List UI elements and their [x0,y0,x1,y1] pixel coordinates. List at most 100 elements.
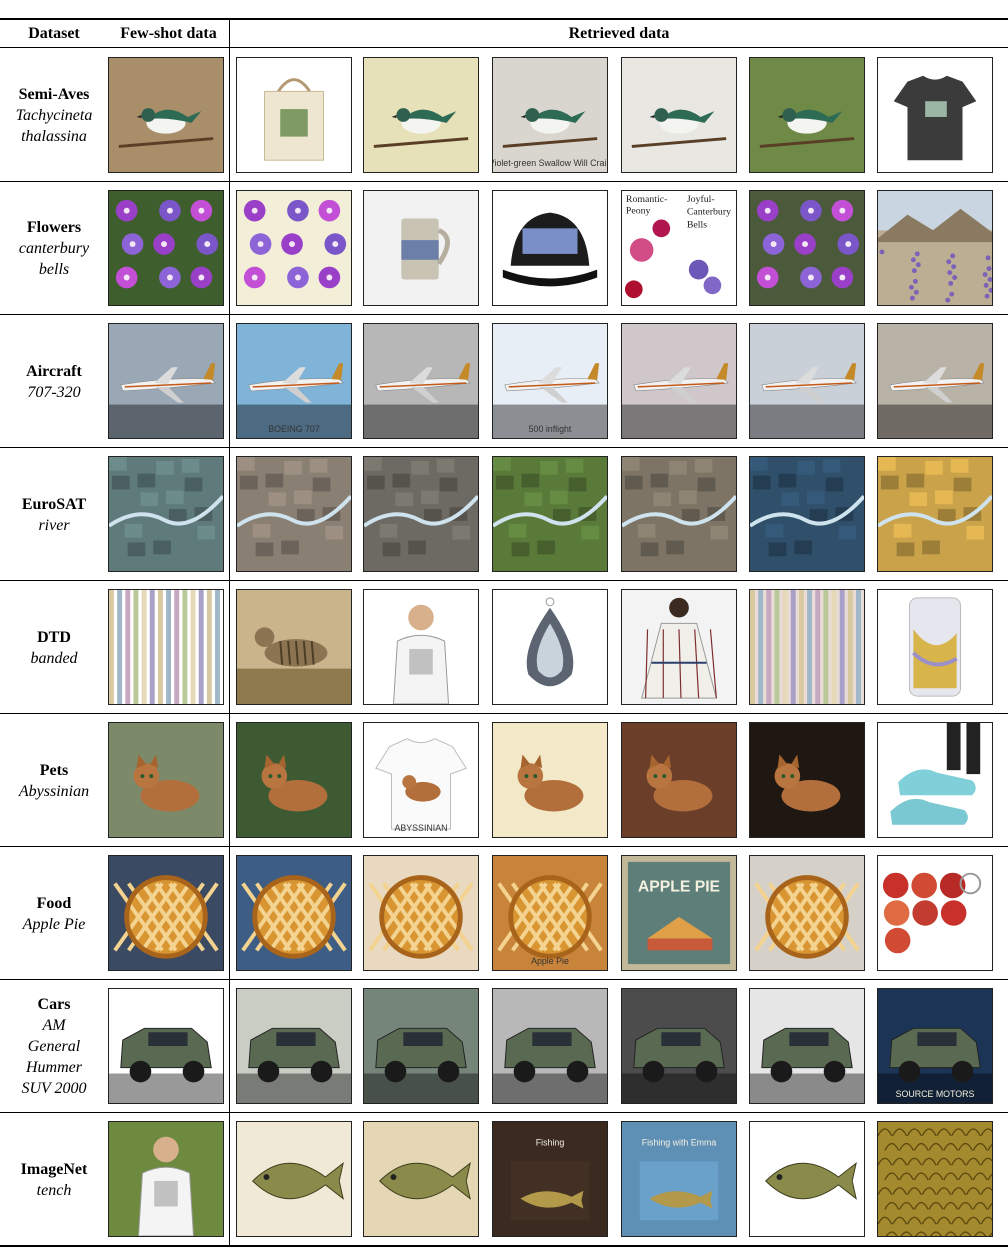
dataset-name: Cars [38,994,71,1015]
retrieved-image [621,323,737,439]
retrieved-image-image [750,590,864,704]
retrieved-image-image [878,856,992,970]
retrieved-image-image [237,723,351,837]
retrieved-image [621,988,737,1104]
retrieved-image-image: Romantic-PeonyJoyful-CanterburyBells [622,191,736,305]
thumbnail-caption: SOURCE MOTORS [896,1089,975,1099]
class-name: tench [37,1180,72,1201]
retrieved-image [749,1121,865,1237]
row-label: Semi-Aves Tachycineta thalassina [0,49,108,182]
table-row: Food Apple Pie Apple Pie APPLE PIE [0,847,1008,980]
retrieved-image-image: APPLE PIE [622,856,736,970]
retrieved-image: BOEING 707 [236,323,352,439]
thumbnail-text: Canterbury [687,207,731,218]
retrieved-image [749,190,865,306]
retrieved-image-image [622,58,736,172]
retrieved-image-image [493,723,607,837]
retrieved-image-image [364,856,478,970]
retrieved-image [749,57,865,173]
fewshot-image-image [109,457,223,571]
fewshot-image [108,1121,224,1237]
thumbnail-caption: Violet-green Swallow Will Crain [493,158,607,168]
row-label: Cars AM General Hummer SUV 2000 [0,980,108,1113]
dataset-name: ImageNet [21,1159,88,1180]
header-fewshot: Few-shot data [108,22,229,46]
class-name: Abyssinian [19,781,89,802]
retrieved-image-image [493,590,607,704]
retrieved-image [236,855,352,971]
retrieved-image [877,323,993,439]
row-label: DTD banded [0,581,108,714]
retrieved-image [492,722,608,838]
thumbnail-text: Romantic- [626,194,667,205]
retrieved-image [749,456,865,572]
table-row: DTD banded [0,581,1008,714]
retrieved-image-image: BOEING 707 [237,324,351,438]
fewshot-image-image [109,590,223,704]
retrieved-image-image [364,58,478,172]
dataset-name: EuroSAT [22,494,86,515]
fewshot-image-image [109,989,223,1103]
retrieved-image-image [364,590,478,704]
retrieved-image [621,456,737,572]
dataset-name: Semi-Aves [19,84,90,105]
retrieved-image-image [622,457,736,571]
retrieved-image-image [622,590,736,704]
fewshot-image [108,855,224,971]
retrieved-image-image: Apple Pie [493,856,607,970]
retrieved-image [749,722,865,838]
row-label: Food Apple Pie [0,847,108,980]
fewshot-image [108,190,224,306]
retrieved-image: Violet-green Swallow Will Crain [492,57,608,173]
retrieved-image [363,1121,479,1237]
retrieved-image-image [237,1122,351,1236]
retrieved-image [363,988,479,1104]
retrieved-image: APPLE PIE [621,855,737,971]
retrieved-image [236,57,352,173]
retrieved-image-image [364,457,478,571]
class-name: bells [39,259,69,280]
thumbnail-text: Bells [687,219,707,230]
header-retrieved: Retrieved data [230,22,1008,46]
retrieved-image-image [364,1122,478,1236]
thumbnail-caption: Fishing [536,1138,565,1148]
retrieved-image [877,190,993,306]
retrieved-image-image [750,324,864,438]
retrieved-image-image [622,723,736,837]
retrieved-image-image [237,590,351,704]
retrieved-image-image [237,856,351,970]
header-rule [0,47,1008,48]
retrieved-image [749,589,865,705]
dataset-name: Flowers [27,217,81,238]
fewshot-image [108,722,224,838]
retrieved-image-image: Violet-green Swallow Will Crain [493,58,607,172]
thumbnail-text: Joyful- [687,194,715,205]
class-name: SUV 2000 [21,1078,86,1099]
retrieved-image-image [878,457,992,571]
retrieved-image [236,190,352,306]
retrieved-image [621,722,737,838]
fewshot-image-image [109,856,223,970]
retrieved-image-image [237,457,351,571]
retrieved-image: Apple Pie [492,855,608,971]
fewshot-image [108,57,224,173]
fewshot-image [108,988,224,1104]
fewshot-image-image [109,191,223,305]
retrieved-image: 500 inflight [492,323,608,439]
table-row: Cars AM General Hummer SUV 2000 SOURCE MOTORS [0,980,1008,1113]
table-row: Flowers canterbury bells Romantic- Peony Joyf… [0,182,1008,315]
thumbnail-caption: Apple Pie [531,956,569,966]
retrieved-image [363,855,479,971]
table-row: EuroSAT river [0,448,1008,581]
retrieved-image-image [237,58,351,172]
table-row: Pets Abyssinian ABYSSINIAN [0,714,1008,847]
dataset-name: Pets [40,760,68,781]
retrieved-image-image: Fishing with Emma [622,1122,736,1236]
retrieved-image [492,988,608,1104]
retrieved-image [492,589,608,705]
retrieved-image-image [750,58,864,172]
retrieved-image-image [750,191,864,305]
table-row: ImageNet tench Fishing Fishing with Emma [0,1113,1008,1246]
retrieved-image-image: ABYSSINIAN [364,723,478,837]
retrieved-image [236,456,352,572]
